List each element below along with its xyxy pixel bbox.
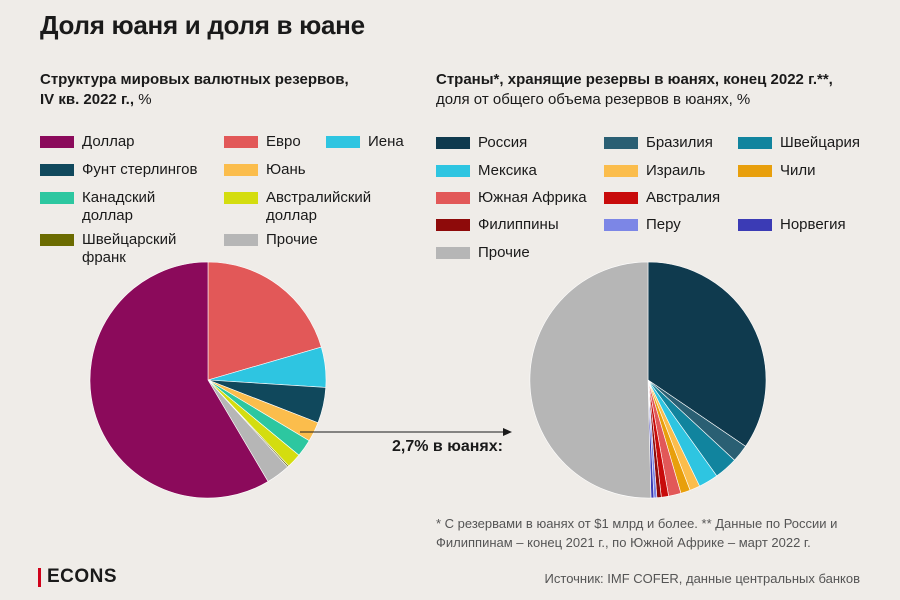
legend-swatch [224, 234, 258, 246]
legend-label: Южная Африка [478, 189, 587, 206]
legend-item-other-right: Прочие [436, 244, 530, 262]
legend-label: Прочие [478, 244, 530, 261]
legend-swatch [40, 192, 74, 204]
left-pie-slice-8 [89, 261, 269, 499]
page-title: Доля юаня и доля в юане [40, 10, 365, 40]
legend-label: Мексика [478, 162, 537, 179]
legend-swatch [436, 219, 470, 231]
legend-swatch [738, 165, 772, 177]
legend-label: Бразилия [646, 134, 713, 151]
arrow-label: 2,7% в юанях: [392, 438, 503, 455]
legend-label: Доллар [82, 133, 135, 150]
legend-label: Австралия [646, 189, 721, 206]
legend-swatch [738, 137, 772, 149]
left-subtitle-line1: Структура мировых валютных резервов, [40, 71, 349, 88]
legend-label: Юань [266, 161, 306, 178]
left-pie-chart [89, 261, 327, 499]
legend-label: Иена [368, 133, 404, 150]
right-subtitle-line1: Страны*, хранящие резервы в юанях, конец… [436, 71, 833, 88]
legend-label: Россия [478, 134, 528, 151]
legend-swatch [40, 164, 74, 176]
left-subtitle-unit: % [134, 91, 152, 108]
legend-item-australia: Австралия [604, 189, 720, 207]
legend-item-switzerland: Швейцария [738, 134, 860, 152]
legend-swatch [738, 219, 772, 231]
legend-swatch [436, 165, 470, 177]
legend-swatch [604, 137, 638, 149]
legend-swatch [604, 165, 638, 177]
legend-label: Евро [266, 133, 301, 150]
legend-item-norway: Норвегия [738, 216, 846, 234]
legend-item-euro: Евро [224, 133, 301, 151]
legend-label: Швейцария [780, 134, 861, 151]
right-subtitle-line2: доля от общего объема резервов в юанях, … [436, 91, 751, 108]
legend-item-pound: Фунт стерлингов [40, 161, 197, 179]
legend-item-south-africa: Южная Африка [436, 189, 587, 207]
left-pie-slice-0 [207, 261, 322, 381]
brand-bar [38, 567, 41, 587]
legend-item-russia: Россия [436, 134, 527, 152]
legend-item-dollar: Доллар [40, 133, 135, 151]
legend-swatch [326, 136, 360, 148]
legend-label: Норвегия [780, 216, 846, 233]
legend-label: Израиль [646, 162, 706, 179]
legend-label: Фунт стерлингов [82, 161, 198, 178]
legend-item-cad: Канадский доллар [40, 189, 190, 225]
legend-label: Канадский доллар [82, 189, 156, 224]
legend-item-aud: Австралийский доллар [224, 189, 394, 225]
legend-label: Прочие [266, 231, 318, 248]
legend-label: Чили [780, 162, 816, 179]
legend-swatch [604, 219, 638, 231]
legend-item-chf: Швейцарский франк [40, 231, 200, 267]
legend-swatch [436, 192, 470, 204]
legend-item-other-left: Прочие [224, 231, 318, 249]
legend-item-chile: Чили [738, 162, 816, 180]
brand-logo: ECONS [38, 566, 117, 588]
legend-item-peru: Перу [604, 216, 681, 234]
connector-arrow-head [503, 428, 512, 436]
legend-item-mexico: Мексика [436, 162, 537, 180]
brand-name: ECONS [47, 566, 118, 587]
legend-swatch [436, 137, 470, 149]
left-chart-subtitle: Структура мировых валютных резервов, IV … [40, 70, 400, 110]
legend-item-brazil: Бразилия [604, 134, 713, 152]
legend-swatch [40, 234, 74, 246]
right-pie-slice-11 [529, 261, 652, 499]
left-subtitle-line2: IV кв. 2022 г., [40, 91, 135, 108]
legend-label: Перу [646, 216, 681, 233]
legend-swatch [604, 192, 638, 204]
legend-label: Филиппины [478, 216, 559, 233]
right-pie-slice-0 [647, 261, 767, 447]
legend-item-yuan: Юань [224, 161, 306, 179]
footnote: * С резервами в юанях от $1 млрд и более… [436, 516, 838, 550]
legend-swatch [224, 192, 258, 204]
legend-item-yen: Иена [326, 133, 404, 151]
legend-swatch [436, 247, 470, 259]
legend-swatch [224, 136, 258, 148]
right-chart-subtitle: Страны*, хранящие резервы в юанях, конец… [436, 70, 876, 110]
legend-label: Австралийский доллар [266, 189, 372, 224]
legend-item-israel: Израиль [604, 162, 705, 180]
legend-label: Швейцарский франк [82, 231, 177, 266]
legend-swatch [224, 164, 258, 176]
right-pie-chart [529, 261, 767, 499]
legend-item-philippines: Филиппины [436, 216, 559, 234]
source-note: Источник: IMF COFER, данные центральных … [544, 571, 860, 586]
legend-swatch [40, 136, 74, 148]
